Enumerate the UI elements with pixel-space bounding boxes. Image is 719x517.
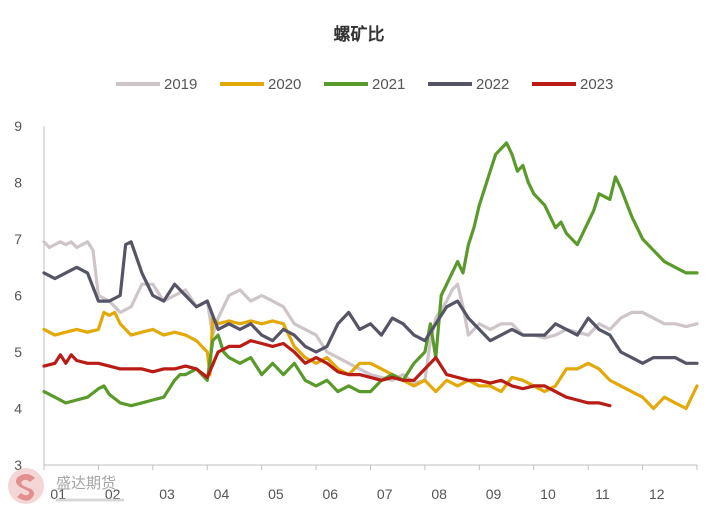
watermark-logo-icon (8, 468, 44, 504)
x-tick-label: 05 (268, 486, 284, 502)
x-tick-label: 08 (431, 486, 447, 502)
x-tick-label: 12 (649, 486, 665, 502)
legend: 2019 2020 2021 2022 2023 (116, 76, 613, 93)
series-line-2022 (42, 240, 699, 365)
y-tick-label: 3 (14, 457, 22, 473)
x-tick-label: 10 (540, 486, 556, 502)
x-tick-label: 11 (595, 486, 610, 502)
x-axis-ticks: 01 02 03 04 05 06 07 08 09 10 11 12 (43, 465, 698, 502)
x-tick-label: 09 (486, 486, 502, 502)
x-tick-label: 06 (323, 486, 339, 502)
x-tick-label: 03 (159, 486, 175, 502)
watermark: 盛达期货 (8, 468, 124, 504)
x-tick-label: 04 (214, 486, 230, 502)
series-line-2021 (42, 141, 699, 408)
x-tick-label: 01 (50, 486, 66, 502)
series-lines (42, 141, 699, 411)
x-tick-label: 02 (105, 486, 121, 502)
legend-label: 2019 (164, 76, 197, 93)
y-tick-label: 6 (14, 288, 22, 304)
chart-title: 螺矿比 (334, 24, 385, 45)
legend-label: 2022 (476, 76, 509, 93)
legend-label: 2021 (372, 76, 405, 93)
x-tick-label: 07 (377, 486, 393, 502)
y-tick-label: 5 (14, 344, 22, 360)
y-tick-label: 8 (14, 175, 22, 191)
y-axis-ticks: 3 4 5 6 7 8 9 (14, 118, 22, 473)
legend-label: 2020 (268, 76, 301, 93)
y-tick-label: 7 (14, 231, 22, 247)
watermark-brand-text: 盛达期货 (56, 474, 116, 492)
series-line-2023 (42, 339, 612, 408)
series-line-2020 (42, 310, 699, 411)
y-tick-label: 4 (14, 401, 22, 417)
legend-label: 2023 (580, 76, 613, 93)
y-tick-label: 9 (14, 118, 22, 134)
